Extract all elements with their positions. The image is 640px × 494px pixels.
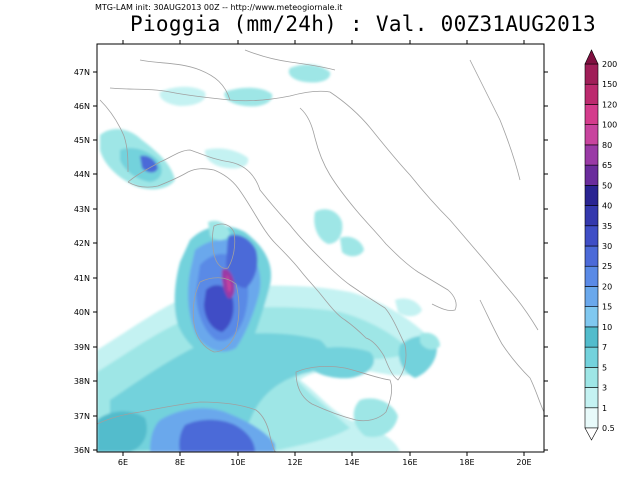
lon-label: 14E	[344, 458, 359, 467]
legend-label: 15	[602, 303, 612, 312]
lon-label: 6E	[118, 458, 128, 467]
lon-label: 18E	[459, 458, 474, 467]
rain-area-emilia	[204, 148, 249, 169]
lat-label: 42N	[74, 239, 90, 248]
legend-swatch	[584, 245, 599, 267]
border-west-france	[99, 99, 129, 173]
legend-label: 30	[602, 242, 612, 251]
rain-area-ligurian-mid	[120, 148, 162, 182]
legend-swatch	[584, 306, 599, 328]
rain-area-alps-central	[224, 87, 273, 107]
lat-label: 36N	[74, 446, 90, 455]
legend-label: 50	[602, 181, 612, 190]
legend-swatch	[584, 326, 599, 348]
legend-swatch	[584, 144, 599, 166]
lat-label: 39N	[74, 343, 90, 352]
legend-label: 65	[602, 161, 612, 170]
border-austria	[244, 49, 336, 71]
coast-adriatic	[299, 107, 457, 311]
coast-balkans	[329, 91, 539, 331]
border-switzerland	[139, 59, 231, 101]
legend-label: 150	[602, 80, 617, 89]
legend-swatch	[584, 387, 599, 409]
lat-label: 37N	[74, 412, 90, 421]
legend-max-arrow	[584, 49, 599, 65]
coast-corsica	[212, 223, 236, 269]
longitude-axis: 6E 8E 10E 12E 14E 16E 18E 20E	[118, 40, 532, 467]
coast-africa	[97, 401, 277, 452]
lat-label: 45N	[74, 136, 90, 145]
legend-label: 10	[602, 323, 612, 332]
lon-label: 8E	[175, 458, 185, 467]
rain-area-south-left	[97, 411, 147, 452]
lat-label: 38N	[74, 377, 90, 386]
precipitation-field	[97, 49, 544, 452]
rain-area-alps-east	[288, 64, 331, 83]
legend-swatch	[584, 367, 599, 388]
rain-area-south-heavy	[179, 419, 255, 452]
legend-swatch	[584, 286, 599, 307]
coast-sardinia	[192, 277, 240, 353]
legend-label: 1	[602, 404, 607, 413]
coast-albania-greece	[479, 299, 544, 413]
legend-swatch	[584, 83, 599, 105]
legend-label: 20	[602, 282, 612, 291]
rain-area-ionian	[353, 398, 398, 438]
rain-area-sardinia-core	[204, 285, 234, 332]
legend-swatch	[584, 63, 599, 85]
border-east	[469, 59, 521, 181]
rain-area-center	[314, 209, 343, 244]
legend-swatch	[584, 164, 599, 186]
legend-label: 120	[602, 100, 617, 109]
legend-label: 100	[602, 121, 617, 130]
coast-mainland-italy	[127, 149, 407, 381]
coastlines	[97, 49, 544, 452]
legend-swatch	[584, 205, 599, 227]
map-frame	[96, 43, 545, 453]
legend-label: 7	[602, 343, 607, 352]
map-title: Pioggia (mm/24h) : Val. 00Z31AUG2013	[130, 12, 596, 36]
coast-sicily	[295, 365, 393, 422]
legend-label: 5	[602, 363, 607, 372]
lon-label: 10E	[230, 458, 245, 467]
legend-label: 0.5	[602, 424, 615, 433]
model-init-header: MTG-LAM init: 30AUG2013 00Z -- http://ww…	[95, 3, 343, 12]
legend-swatch	[584, 265, 599, 287]
lat-label: 41N	[74, 274, 90, 283]
latitude-axis: 47N 46N 45N 44N 43N 42N 41N 40N 39N 38N …	[74, 68, 548, 455]
legend-swatch	[584, 104, 599, 125]
rain-area-tuscany	[208, 220, 230, 241]
legend-min-arrow	[584, 427, 599, 441]
rain-area-alps-west	[159, 86, 206, 106]
legend-label: 80	[602, 141, 612, 150]
legend-label: 40	[602, 202, 612, 211]
legend-label: 200	[602, 60, 617, 69]
legend-label: 35	[602, 222, 612, 231]
lon-label: 12E	[287, 458, 302, 467]
lat-label: 46N	[74, 102, 90, 111]
rain-area-peak-core	[226, 275, 231, 293]
lon-label: 16E	[402, 458, 417, 467]
legend-swatch	[584, 124, 599, 146]
legend-label: 3	[602, 384, 607, 393]
rain-area-apulia	[395, 298, 422, 317]
legend-swatch	[584, 407, 599, 429]
lat-label: 44N	[74, 170, 90, 179]
lat-label: 40N	[74, 308, 90, 317]
rain-area-center2	[340, 236, 364, 257]
lat-label: 47N	[74, 68, 90, 77]
legend-swatch	[584, 346, 599, 368]
rain-area-apulia2	[420, 332, 440, 350]
legend-swatch	[584, 225, 599, 247]
lon-label: 20E	[516, 458, 531, 467]
legend-label: 25	[602, 262, 612, 271]
rain-area-ligurian-core	[140, 155, 158, 173]
lat-label: 43N	[74, 205, 90, 214]
legend-swatch	[584, 185, 599, 206]
rain-area-corsica-core	[226, 234, 258, 288]
